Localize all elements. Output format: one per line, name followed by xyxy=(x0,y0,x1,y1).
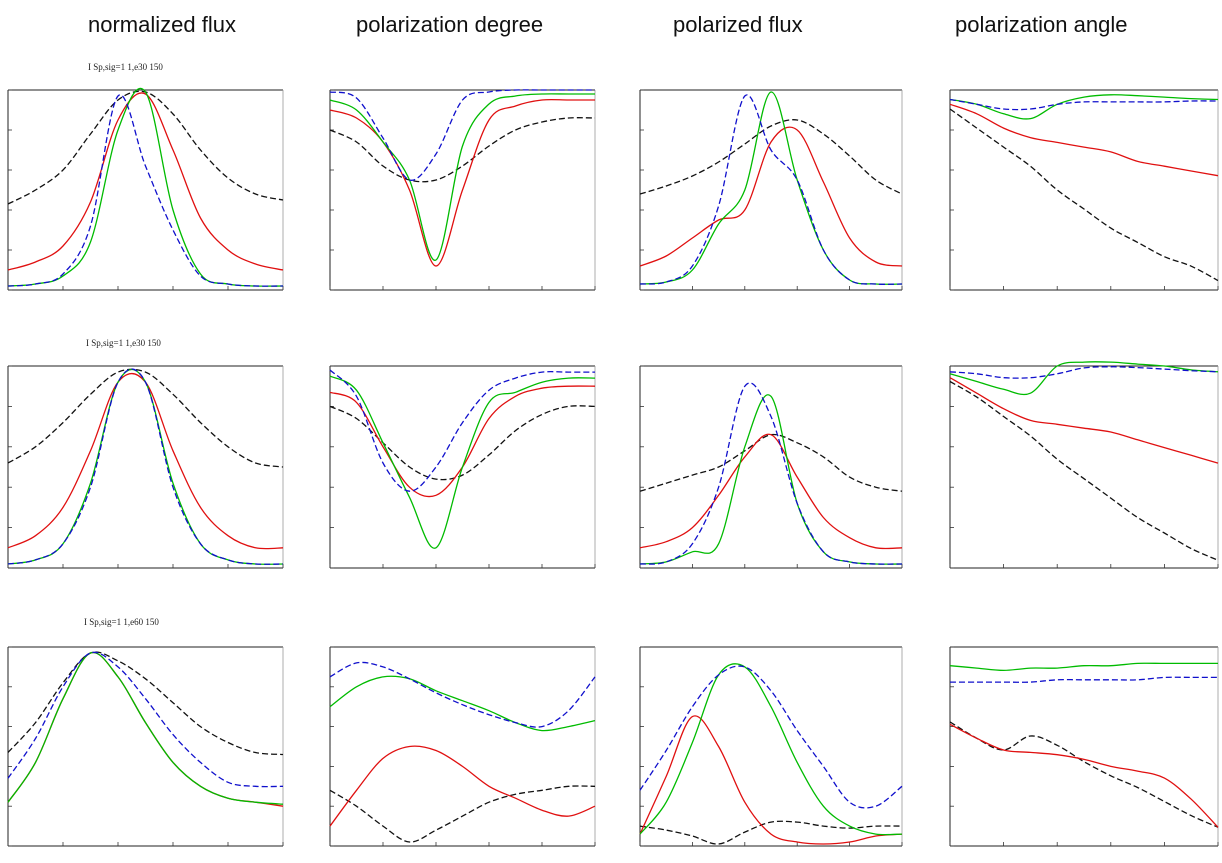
panel-row1-normalized-flux xyxy=(7,87,284,291)
series-red xyxy=(949,377,1219,464)
panel-row3-polarization-angle xyxy=(949,646,1219,847)
panel-row2-polarization-degree xyxy=(329,365,596,569)
series-green xyxy=(329,675,596,732)
series-green xyxy=(7,368,284,565)
series-green xyxy=(329,375,596,549)
series-green xyxy=(949,94,1219,120)
series-red xyxy=(639,126,903,267)
series-blue xyxy=(639,665,903,809)
series-green xyxy=(639,91,903,285)
panel-row2-polarization-angle xyxy=(949,361,1219,569)
series-black xyxy=(7,368,284,468)
series-blue xyxy=(7,368,284,565)
panel-row2-polarized-flux xyxy=(639,365,903,569)
series-blue xyxy=(7,94,284,287)
series-black xyxy=(329,405,596,481)
panel-row3-polarized-flux xyxy=(639,646,903,847)
series-green xyxy=(329,93,595,261)
series-blue xyxy=(329,661,596,728)
series-black xyxy=(949,380,1219,561)
series-green xyxy=(949,361,1219,396)
panel-row3-polarization-degree xyxy=(329,646,596,847)
series-black xyxy=(329,785,596,843)
column-title-normalized-flux: normalized flux xyxy=(88,12,236,37)
row-label-1: I Sp,sig=1 1,e30 150 xyxy=(88,62,163,72)
panel-row1-polarized-flux xyxy=(639,89,903,291)
series-blue xyxy=(949,366,1219,379)
series-red xyxy=(639,433,903,550)
series-blue xyxy=(950,676,1218,683)
panel-row1-polarization-degree xyxy=(329,89,596,291)
series-green xyxy=(639,663,903,836)
series-blue xyxy=(329,89,595,181)
panel-row1-polarization-angle xyxy=(949,89,1219,291)
series-black xyxy=(949,108,1219,282)
column-title-polarization-angle: polarization angle xyxy=(955,12,1128,37)
series-blue xyxy=(639,94,903,285)
series-black xyxy=(7,651,284,756)
series-red xyxy=(7,372,284,550)
series-black xyxy=(329,117,596,183)
series-red xyxy=(329,385,596,498)
series-black xyxy=(7,90,284,205)
panel-row2-normalized-flux xyxy=(7,365,284,569)
series-black xyxy=(639,119,903,195)
row-label-2: I Sp,sig=1 1,e30 150 xyxy=(86,338,161,348)
series-red xyxy=(949,723,1219,828)
row-label-3: I Sp,sig=1 1,e60 150 xyxy=(84,617,159,627)
column-title-polarization-degree: polarization degree xyxy=(356,12,544,37)
series-black xyxy=(949,721,1219,828)
series-red xyxy=(639,715,903,845)
column-title-polarized-flux: polarized flux xyxy=(673,12,803,37)
series-blue xyxy=(7,651,284,788)
panel-row3-normalized-flux xyxy=(7,646,284,847)
series-blue xyxy=(329,369,595,492)
series-red xyxy=(949,103,1219,177)
series-blue xyxy=(949,98,1219,111)
series-green xyxy=(949,662,1218,672)
series-blue xyxy=(639,382,903,565)
series-green xyxy=(7,651,284,805)
series-red xyxy=(329,745,596,827)
series-black xyxy=(639,433,903,492)
series-red xyxy=(7,92,284,271)
series-black xyxy=(639,820,903,845)
